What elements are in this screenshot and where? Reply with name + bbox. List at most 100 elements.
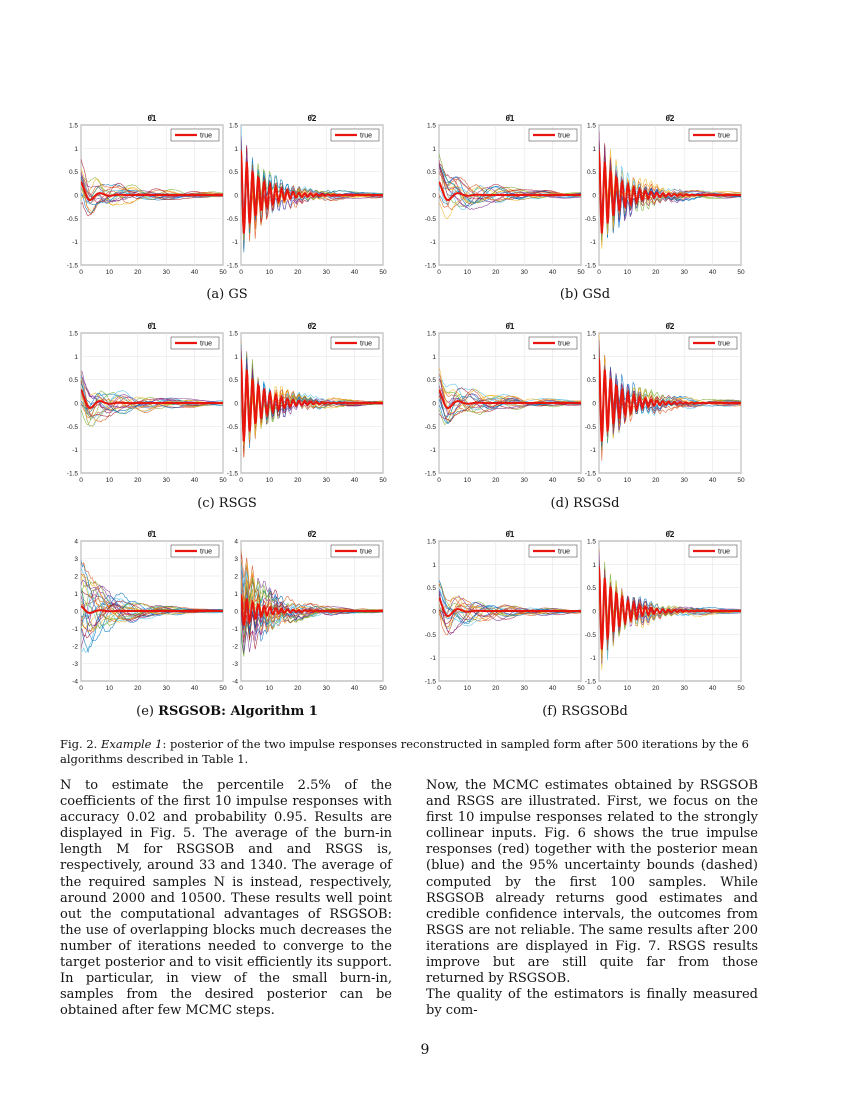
y-tick-label: 1.5 — [427, 123, 436, 130]
sample-curve — [81, 393, 223, 428]
sample-curve — [439, 582, 581, 622]
legend: true — [330, 128, 380, 142]
y-tick-label: 0 — [234, 401, 238, 408]
x-tick-label: 10 — [464, 269, 472, 276]
y-tick-label: 1.5 — [587, 331, 596, 338]
x-tick-label: 50 — [379, 269, 387, 276]
y-tick-label: -1 — [72, 626, 78, 633]
legend-label: true — [558, 133, 570, 140]
legend: true — [688, 336, 738, 350]
x-tick-label: 10 — [464, 685, 472, 692]
x-tick-label: 10 — [464, 477, 472, 484]
axes-title: θ̂1 — [148, 530, 157, 539]
panel-a-plot: 1.510.50-0.5-1-1.50 10 20 30 40 50θ̂1true1.51… — [67, 114, 387, 276]
y-tick-label: -1 — [232, 626, 238, 633]
y-tick-label: -1.5 — [585, 263, 597, 270]
y-tick-label: 1 — [592, 146, 596, 153]
x-tick-label: 50 — [737, 685, 745, 692]
figure-caption: Fig. 2. Example 1: posterior of the two … — [60, 737, 749, 766]
true-impulse-line — [439, 597, 581, 617]
y-tick-label: -1.5 — [585, 679, 597, 686]
x-tick-label: 50 — [379, 685, 387, 692]
x-tick-label: 10 — [624, 269, 632, 276]
y-tick-label: 1 — [74, 354, 78, 361]
x-tick-label: 40 — [351, 685, 359, 692]
right-column-paragraph-2: The quality of the estimators is finally… — [426, 987, 758, 1019]
y-tick-label: -1 — [430, 239, 436, 246]
y-tick-label: -1.5 — [67, 471, 79, 478]
sample-curve — [439, 590, 581, 636]
sample-curve — [81, 597, 223, 653]
y-tick-label: 1.5 — [69, 123, 78, 130]
x-tick-label: 30 — [521, 269, 529, 276]
y-tick-label: 2 — [234, 574, 238, 581]
x-tick-label: 40 — [351, 269, 359, 276]
x-tick-label: 0 — [239, 685, 243, 692]
x-tick-label: 50 — [577, 269, 585, 276]
x-tick-label: 0 — [597, 269, 601, 276]
x-tick-label: 20 — [652, 685, 660, 692]
y-tick-label: -1 — [430, 655, 436, 662]
y-tick-label: 1 — [432, 354, 436, 361]
axes-title: θ̂2 — [666, 114, 675, 123]
y-tick-label: -0.5 — [585, 424, 597, 431]
panel-a-label: (a) GS — [206, 287, 248, 302]
x-tick-label: 0 — [437, 269, 441, 276]
sample-curve — [81, 186, 223, 200]
y-tick-label: -1.5 — [425, 679, 437, 686]
y-tick-label: -1 — [590, 447, 596, 454]
legend: true — [170, 544, 220, 558]
sample-curve — [439, 367, 581, 414]
x-tick-label: 40 — [709, 269, 717, 276]
y-tick-label: 1.5 — [229, 331, 238, 338]
x-tick-label: 40 — [191, 477, 199, 484]
legend: true — [688, 128, 738, 142]
y-tick-label: 3 — [74, 556, 78, 563]
sample-curve — [439, 594, 581, 634]
legend: true — [330, 544, 380, 558]
true-impulse-line — [241, 358, 383, 442]
true-impulse-line — [599, 358, 741, 442]
left-column-paragraph: N to estimate the percentile 2.5% of the… — [60, 778, 392, 1019]
y-tick-label: 1.5 — [587, 123, 596, 130]
axes-title: θ̂2 — [666, 530, 675, 539]
x-tick-label: 10 — [106, 477, 114, 484]
sample-curve — [241, 578, 383, 623]
x-tick-label: 40 — [549, 685, 557, 692]
y-tick-label: -3 — [72, 661, 78, 668]
panel-b-plot: 1.510.50-0.5-1-1.50 10 20 30 40 50θ̂1true1.51… — [425, 114, 745, 276]
y-tick-label: -1 — [590, 239, 596, 246]
sample-curve — [439, 163, 581, 210]
legend-label: true — [718, 341, 730, 348]
y-tick-label: -1.5 — [67, 263, 79, 270]
y-tick-label: -0.5 — [227, 216, 239, 223]
y-tick-label: 4 — [234, 539, 238, 546]
right-column-paragraph: Now, the MCMC estimates obtained by RSGS… — [426, 778, 758, 987]
y-tick-label: 1 — [74, 146, 78, 153]
y-tick-label: 0 — [592, 609, 596, 616]
x-tick-label: 20 — [294, 269, 302, 276]
legend: true — [170, 336, 220, 350]
true-impulse-line — [241, 150, 383, 234]
x-tick-label: 30 — [323, 269, 331, 276]
x-tick-label: 0 — [597, 477, 601, 484]
true-impulse-line — [439, 181, 581, 201]
y-tick-label: 0.5 — [69, 169, 78, 176]
sample-curve — [81, 158, 223, 204]
x-tick-label: 0 — [239, 269, 243, 276]
legend: true — [528, 128, 578, 142]
x-tick-label: 30 — [681, 685, 689, 692]
y-tick-label: -4 — [72, 679, 78, 686]
x-tick-label: 20 — [134, 477, 142, 484]
y-tick-label: 1 — [234, 354, 238, 361]
axes-title: θ̂2 — [666, 322, 675, 331]
y-tick-label: -0.5 — [585, 216, 597, 223]
x-tick-label: 40 — [709, 477, 717, 484]
sample-curve — [439, 172, 581, 201]
y-tick-label: -2 — [72, 644, 78, 651]
